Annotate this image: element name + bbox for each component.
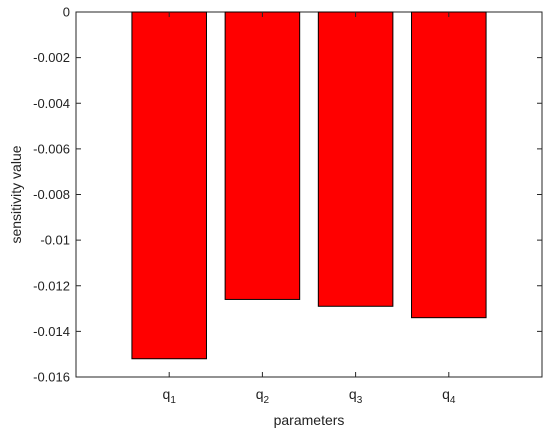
y-axis-label: sensitivity value — [8, 145, 24, 243]
y-tick-label: -0.012 — [33, 278, 70, 293]
bar-q3 — [317, 11, 394, 307]
y-tick-label: -0.01 — [40, 233, 70, 248]
x-tick-label-q2: q2 — [256, 386, 270, 406]
x-tick-label-q4: q4 — [442, 386, 456, 406]
y-tick-label: 0 — [63, 5, 70, 20]
y-tick-label: -0.008 — [33, 187, 70, 202]
y-axis-ticks: 0 -0.002 -0.004 -0.006 -0.008 -0.01 -0.012 -0.0… — [33, 5, 542, 385]
y-tick-label: -0.002 — [33, 50, 70, 65]
x-tick-label-q3: q3 — [349, 386, 363, 406]
y-tick-label: -0.006 — [33, 141, 70, 156]
y-tick-label: -0.016 — [33, 370, 70, 385]
x-tick-label-q1: q1 — [163, 386, 177, 406]
bar-q1 — [131, 11, 207, 360]
bar-q2 — [224, 11, 301, 300]
y-tick-label: -0.004 — [33, 96, 70, 111]
bars — [131, 11, 487, 360]
bar-q4 — [411, 11, 487, 319]
x-axis-ticks: q1 q2 q3 q4 — [163, 12, 456, 406]
y-tick-label: -0.014 — [33, 324, 70, 339]
x-axis-label: parameters — [274, 412, 345, 428]
